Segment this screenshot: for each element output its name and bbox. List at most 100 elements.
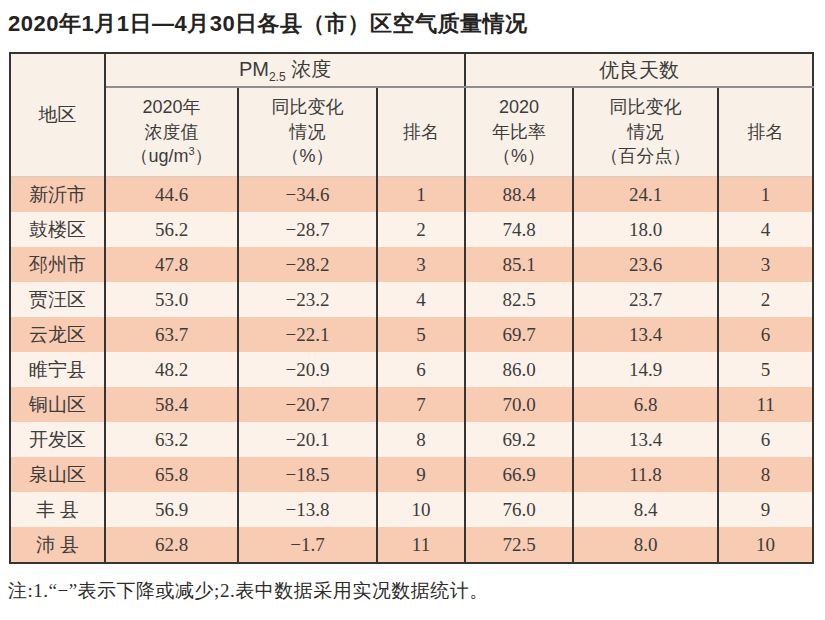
cell-days-rank: 3 xyxy=(718,247,813,282)
days-ratio-line2: 年比率 xyxy=(492,122,546,142)
air-quality-table: 地区 PM2.5 浓度 优良天数 2020年 浓度值 （ug/m3） 同比变化 … xyxy=(9,52,814,564)
pm25-prefix: PM xyxy=(239,58,269,80)
cell-days-rank: 9 xyxy=(718,492,813,527)
cell-days-rank: 6 xyxy=(718,317,813,352)
cell-pm-value: 56.2 xyxy=(105,212,238,247)
cell-days-ratio: 86.0 xyxy=(465,352,573,387)
cell-pm-rank: 8 xyxy=(377,422,465,457)
column-header-pm-value: 2020年 浓度值 （ug/m3） xyxy=(105,87,238,177)
cell-pm-rank: 1 xyxy=(377,177,465,213)
cell-pm-value: 44.6 xyxy=(105,177,238,213)
pm-value-unit-pre: （ug/m xyxy=(130,146,188,166)
pm-value-unit-post: ） xyxy=(195,146,213,166)
pm25-suffix: 浓度 xyxy=(286,58,332,80)
days-change-line1: 同比变化 xyxy=(610,97,682,117)
cell-pm-change: −22.1 xyxy=(238,317,377,352)
group-header-row: 地区 PM2.5 浓度 优良天数 xyxy=(10,53,813,87)
table-row: 开发区 63.2 −20.1 8 69.2 13.4 6 xyxy=(10,422,813,457)
cell-region: 新沂市 xyxy=(10,177,105,213)
cell-days-change: 14.9 xyxy=(573,352,718,387)
cell-region: 丰 县 xyxy=(10,492,105,527)
days-ratio-line3: （%） xyxy=(493,146,545,166)
cell-days-change: 13.4 xyxy=(573,422,718,457)
cell-days-rank: 1 xyxy=(718,177,813,213)
cell-pm-change: −23.2 xyxy=(238,282,377,317)
cell-region: 睢宁县 xyxy=(10,352,105,387)
cell-days-ratio: 69.7 xyxy=(465,317,573,352)
cell-days-change: 6.8 xyxy=(573,387,718,422)
cell-region: 邳州市 xyxy=(10,247,105,282)
column-header-days-change: 同比变化 情况 （百分点） xyxy=(573,87,718,177)
cell-pm-rank: 4 xyxy=(377,282,465,317)
cell-pm-rank: 7 xyxy=(377,387,465,422)
days-change-line3: （百分点） xyxy=(601,146,691,166)
cell-pm-change: −1.7 xyxy=(238,527,377,563)
cell-pm-value: 63.2 xyxy=(105,422,238,457)
cell-pm-value: 56.9 xyxy=(105,492,238,527)
cell-days-ratio: 70.0 xyxy=(465,387,573,422)
cell-region: 泉山区 xyxy=(10,457,105,492)
cell-pm-rank: 10 xyxy=(377,492,465,527)
pm-change-line3: （%） xyxy=(281,146,333,166)
group-header-pm25: PM2.5 浓度 xyxy=(105,53,465,87)
cell-pm-value: 47.8 xyxy=(105,247,238,282)
cell-pm-value: 62.8 xyxy=(105,527,238,563)
cell-days-change: 23.6 xyxy=(573,247,718,282)
table-row: 沛 县 62.8 −1.7 11 72.5 8.0 10 xyxy=(10,527,813,563)
cell-days-rank: 11 xyxy=(718,387,813,422)
group-header-good-days: 优良天数 xyxy=(465,53,813,87)
cell-pm-value: 48.2 xyxy=(105,352,238,387)
cell-pm-rank: 6 xyxy=(377,352,465,387)
cell-pm-change: −28.7 xyxy=(238,212,377,247)
column-header-days-rank: 排名 xyxy=(718,87,813,177)
table-row: 云龙区 63.7 −22.1 5 69.7 13.4 6 xyxy=(10,317,813,352)
cell-pm-value: 58.4 xyxy=(105,387,238,422)
table-row: 泉山区 65.8 −18.5 9 66.9 11.8 8 xyxy=(10,457,813,492)
cell-days-change: 23.7 xyxy=(573,282,718,317)
cell-days-rank: 2 xyxy=(718,282,813,317)
cell-pm-change: −20.9 xyxy=(238,352,377,387)
cell-days-change: 11.8 xyxy=(573,457,718,492)
table-header: 地区 PM2.5 浓度 优良天数 2020年 浓度值 （ug/m3） 同比变化 … xyxy=(10,53,813,177)
table-row: 丰 县 56.9 −13.8 10 76.0 8.4 9 xyxy=(10,492,813,527)
table-row: 鼓楼区 56.2 −28.7 2 74.8 18.0 4 xyxy=(10,212,813,247)
cell-pm-value: 65.8 xyxy=(105,457,238,492)
days-ratio-line1: 2020 xyxy=(499,97,539,117)
days-change-line2: 情况 xyxy=(628,122,664,142)
cell-days-rank: 10 xyxy=(718,527,813,563)
pm-value-line1: 2020年 xyxy=(142,97,200,117)
cell-pm-rank: 11 xyxy=(377,527,465,563)
cell-days-change: 13.4 xyxy=(573,317,718,352)
cell-days-change: 18.0 xyxy=(573,212,718,247)
footnote: 注:1.“−”表示下降或减少;2.表中数据采用实况数据统计。 xyxy=(8,578,825,604)
cell-days-ratio: 66.9 xyxy=(465,457,573,492)
subheader-row: 2020年 浓度值 （ug/m3） 同比变化 情况 （%） 排名 2020 年比… xyxy=(10,87,813,177)
cell-days-rank: 8 xyxy=(718,457,813,492)
cell-days-ratio: 72.5 xyxy=(465,527,573,563)
table-row: 贾汪区 53.0 −23.2 4 82.5 23.7 2 xyxy=(10,282,813,317)
cell-region: 开发区 xyxy=(10,422,105,457)
cell-pm-rank: 9 xyxy=(377,457,465,492)
table-body: 新沂市 44.6 −34.6 1 88.4 24.1 1 鼓楼区 56.2 −2… xyxy=(10,177,813,564)
cell-pm-change: −20.1 xyxy=(238,422,377,457)
cell-region: 沛 县 xyxy=(10,527,105,563)
cell-pm-change: −20.7 xyxy=(238,387,377,422)
pm-value-line2: 浓度值 xyxy=(145,122,199,142)
table-row: 邳州市 47.8 −28.2 3 85.1 23.6 3 xyxy=(10,247,813,282)
cell-days-ratio: 88.4 xyxy=(465,177,573,213)
cell-days-ratio: 76.0 xyxy=(465,492,573,527)
cell-pm-change: −28.2 xyxy=(238,247,377,282)
pm25-subscript: 2.5 xyxy=(269,70,286,84)
column-header-days-ratio: 2020 年比率 （%） xyxy=(465,87,573,177)
column-header-pm-rank: 排名 xyxy=(377,87,465,177)
cell-pm-rank: 5 xyxy=(377,317,465,352)
cell-days-ratio: 82.5 xyxy=(465,282,573,317)
cell-pm-change: −13.8 xyxy=(238,492,377,527)
cell-pm-value: 63.7 xyxy=(105,317,238,352)
cell-days-ratio: 74.8 xyxy=(465,212,573,247)
column-header-pm-change: 同比变化 情况 （%） xyxy=(238,87,377,177)
cell-region: 贾汪区 xyxy=(10,282,105,317)
cell-pm-value: 53.0 xyxy=(105,282,238,317)
table-row: 新沂市 44.6 −34.6 1 88.4 24.1 1 xyxy=(10,177,813,213)
cell-region: 云龙区 xyxy=(10,317,105,352)
